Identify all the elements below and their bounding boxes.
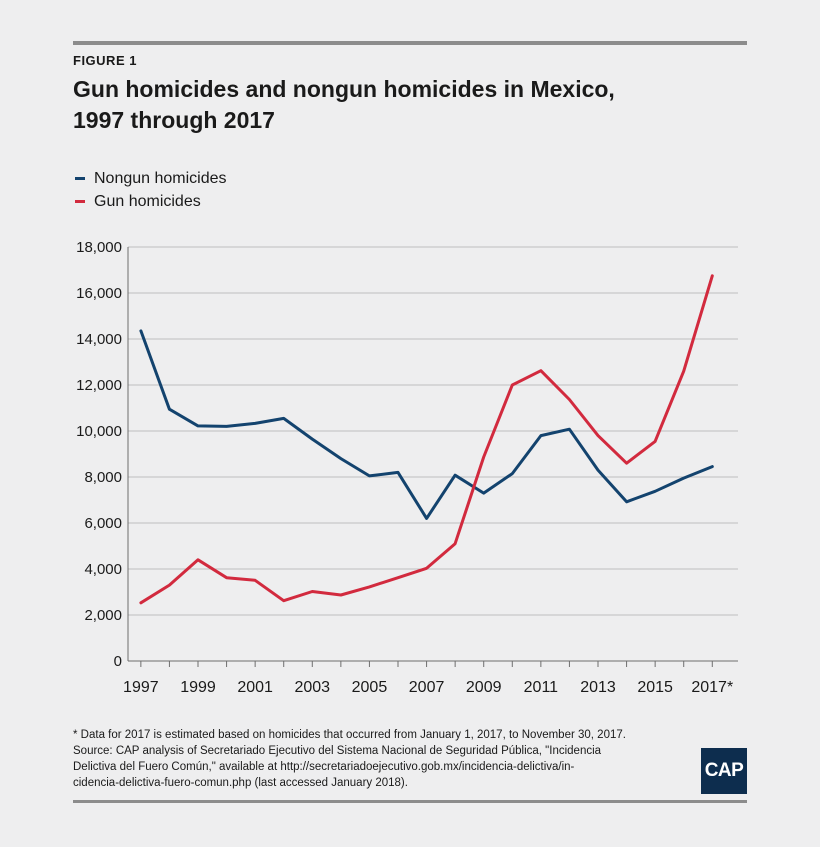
y-tick-label-6000: 6,000 bbox=[84, 515, 122, 532]
x-tick-label-2011: 2011 bbox=[524, 679, 559, 696]
note-asterisk: * Data for 2017 is estimated based on ho… bbox=[73, 729, 626, 741]
legend-swatch-gun bbox=[75, 200, 85, 203]
chart-title: Gun homicides and nongun homicides in Me… bbox=[73, 74, 713, 136]
legend-label-gun: Gun homicides bbox=[94, 192, 201, 210]
y-tick-label-4000: 4,000 bbox=[84, 561, 122, 578]
x-tick-label-2013: 2013 bbox=[580, 679, 616, 696]
figure-label: FIGURE 1 bbox=[73, 53, 137, 68]
series-line-nongun bbox=[139, 329, 714, 520]
x-tick-label-1997: 1997 bbox=[123, 679, 159, 696]
legend-label-nongun: Nongun homicides bbox=[94, 169, 227, 187]
x-tick-label-2015: 2015 bbox=[637, 679, 673, 696]
y-tick-label-10000: 10,000 bbox=[76, 423, 122, 440]
note-source-3: cidencia-delictiva-fuero-comun.php (last… bbox=[73, 777, 408, 789]
note-source-1: Source: CAP analysis of Secretariado Eje… bbox=[73, 745, 602, 757]
y-tick-label-16000: 16,000 bbox=[76, 285, 122, 302]
x-tick-label-2007: 2007 bbox=[409, 679, 445, 696]
y-tick-label-2000: 2,000 bbox=[84, 607, 122, 624]
bottom-rule bbox=[73, 800, 747, 803]
x-tick-label-2003: 2003 bbox=[294, 679, 330, 696]
legend-item-gun: Gun homicides bbox=[75, 190, 227, 213]
y-tick-label-12000: 12,000 bbox=[76, 377, 122, 394]
x-tick-label-2017: 2017* bbox=[691, 679, 733, 696]
y-tick-label-18000: 18,000 bbox=[76, 239, 122, 256]
title-line-1: Gun homicides and nongun homicides in Me… bbox=[73, 76, 615, 102]
x-tick-label-2005: 2005 bbox=[352, 679, 388, 696]
x-tick-label-2001: 2001 bbox=[237, 679, 273, 696]
legend-item-nongun: Nongun homicides bbox=[75, 167, 227, 190]
series-line-gun bbox=[139, 274, 714, 605]
x-tick-label-2009: 2009 bbox=[466, 679, 502, 696]
top-rule bbox=[73, 41, 747, 45]
note-source-2: Delictiva del Fuero Común," available at… bbox=[73, 761, 575, 773]
title-line-2: 1997 through 2017 bbox=[73, 107, 275, 133]
y-tick-label-8000: 8,000 bbox=[84, 469, 122, 486]
y-tick-label-14000: 14,000 bbox=[76, 331, 122, 348]
y-tick-label-0: 0 bbox=[114, 653, 122, 670]
cap-logo: CAP bbox=[701, 748, 747, 794]
legend: Nongun homicides Gun homicides bbox=[75, 167, 227, 213]
x-tick-label-1999: 1999 bbox=[180, 679, 216, 696]
source-note: * Data for 2017 is estimated based on ho… bbox=[73, 727, 683, 791]
legend-swatch-nongun bbox=[75, 177, 85, 180]
